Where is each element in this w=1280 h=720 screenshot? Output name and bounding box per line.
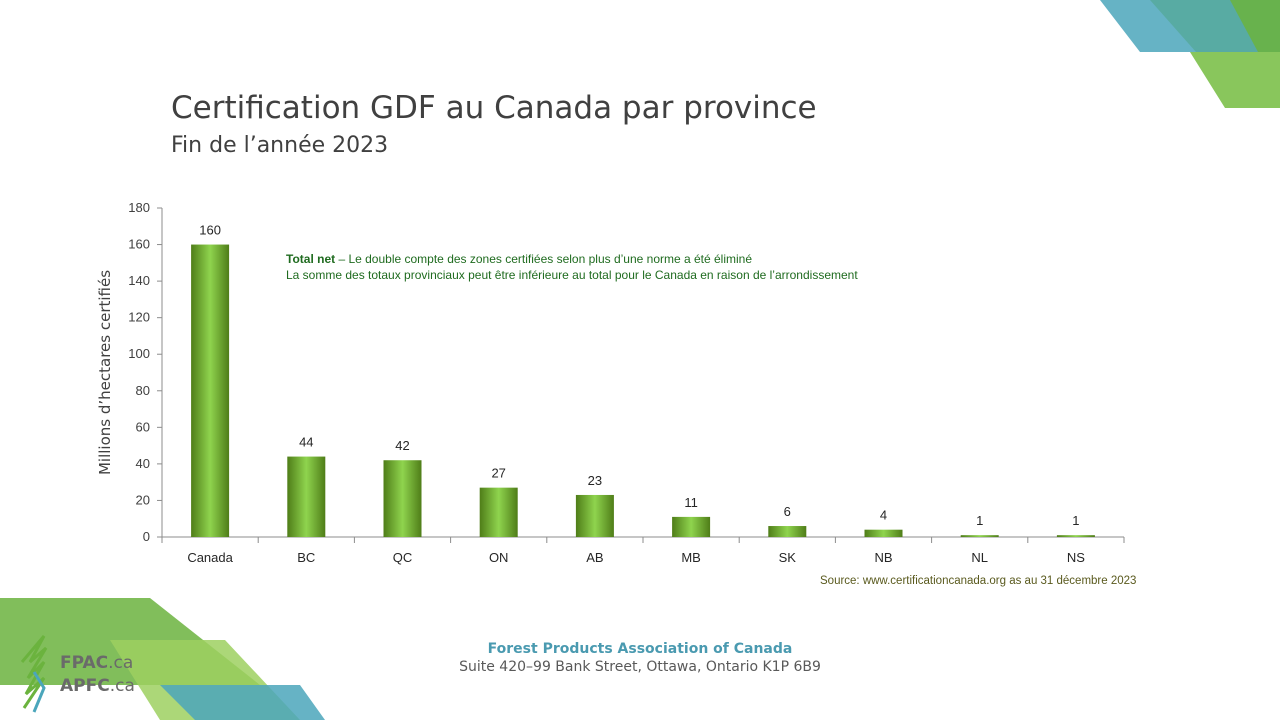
bottom-left-teal-shape [160, 685, 325, 720]
data-label-ns: 1 [1072, 513, 1079, 528]
bar-bc [287, 456, 326, 537]
fpac-tree-logo-icon [20, 635, 48, 713]
org-address: Suite 420–99 Bank Street, Ottawa, Ontari… [459, 659, 821, 675]
chart-subtitle: Fin de l’année 2023 [171, 133, 389, 158]
x-tick-label-on: ON [489, 550, 509, 565]
logo-apfc: APFC.ca [60, 676, 135, 696]
y-tick-label: 100 [128, 346, 150, 361]
data-label-sk: 6 [784, 504, 791, 519]
source-note: Source: www.certificationcanada.org as a… [820, 575, 1137, 587]
data-label-mb: 11 [684, 495, 698, 510]
y-tick-label: 0 [143, 529, 150, 544]
data-label-ab: 23 [588, 473, 602, 488]
logo-fpac-bold: FPAC [60, 653, 109, 673]
org-name: Forest Products Association of Canada [487, 641, 793, 657]
y-tick-label: 40 [136, 456, 150, 471]
x-tick-label-ns: NS [1067, 550, 1085, 565]
data-label-qc: 42 [395, 438, 409, 453]
y-tick-label: 180 [128, 200, 150, 215]
top-right-green-shape [1190, 52, 1280, 108]
bar-on [479, 487, 518, 537]
x-tick-label-mb: MB [681, 550, 701, 565]
data-label-nb: 4 [880, 508, 887, 523]
y-axis-label: Millions d’hectares certifiés [96, 270, 114, 475]
bar-mb [672, 516, 711, 537]
chart-title: Certification GDF au Canada par province [171, 90, 817, 126]
data-label-nl: 1 [976, 513, 983, 528]
y-tick-label: 140 [128, 273, 150, 288]
note-line-1: Total net – Le double compte des zones c… [286, 251, 858, 267]
data-label-bc: 44 [299, 435, 313, 450]
top-right-green-strip [1230, 0, 1280, 52]
bar-ab [575, 494, 614, 537]
logo-apfc-bold: APFC [60, 676, 110, 696]
y-tick-label: 60 [136, 419, 150, 434]
data-label-on: 27 [491, 466, 505, 481]
x-tick-label-nb: NB [874, 550, 892, 565]
note-bold: Total net [286, 252, 336, 266]
x-tick-label-qc: QC [393, 550, 413, 565]
chart-note: Total net – Le double compte des zones c… [286, 251, 858, 283]
logo-apfc-ext: .ca [109, 676, 135, 696]
bar-sk [768, 526, 807, 537]
y-tick-label: 20 [136, 492, 150, 507]
y-tick-label: 160 [128, 237, 150, 252]
bar-ns [1056, 535, 1095, 537]
x-tick-label-bc: BC [297, 550, 315, 565]
note-line-2: La somme des totaux provinciaux peut êtr… [286, 268, 858, 282]
x-tick-label-canada: Canada [187, 550, 233, 565]
logo-fpac: FPAC.ca [60, 653, 133, 673]
bar-qc [383, 460, 422, 537]
y-tick-label: 120 [128, 310, 150, 325]
data-label-canada: 160 [199, 223, 221, 238]
y-tick-label: 80 [136, 383, 150, 398]
bar-nl [960, 535, 999, 537]
x-tick-label-nl: NL [971, 550, 988, 565]
bar-nb [864, 529, 903, 537]
x-tick-label-sk: SK [779, 550, 797, 565]
logo-fpac-ext: .ca [108, 653, 134, 673]
x-tick-label-ab: AB [586, 550, 603, 565]
bar-canada [191, 244, 230, 538]
note-line-1-text: – Le double compte des zones certifiées … [335, 252, 753, 266]
